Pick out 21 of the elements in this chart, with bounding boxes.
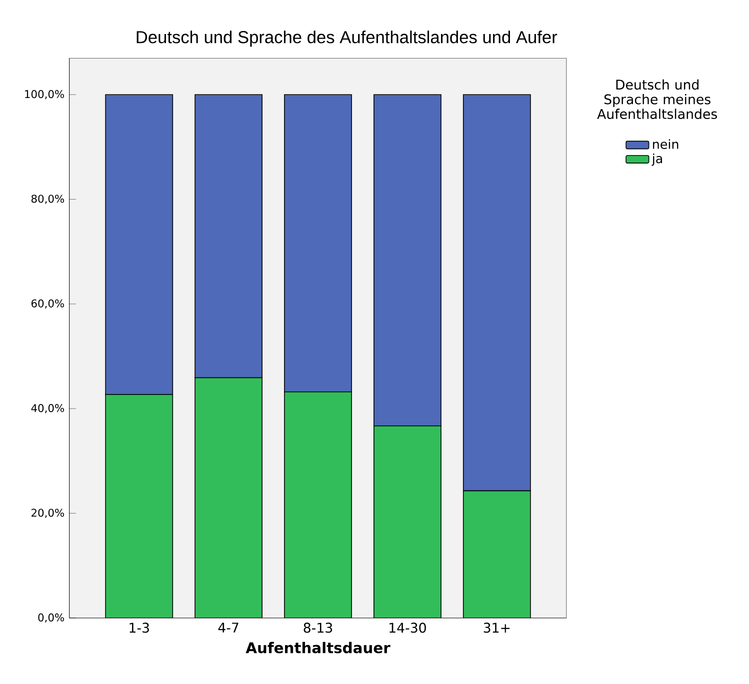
x-tick-label: 1-3 <box>130 622 149 633</box>
y-tick-label: 40,0% <box>31 404 64 414</box>
x-tick-label: 8-13 <box>304 622 332 633</box>
y-tick-label: 0,0% <box>38 613 64 623</box>
legend-label: ja <box>652 153 662 166</box>
bar <box>284 391 352 618</box>
x-axis-title: Aufenthaltsdauer <box>246 642 390 654</box>
legend-label: nein <box>653 139 678 149</box>
y-tick-label: 20,0% <box>32 508 64 518</box>
y-tick-label: 100,0% <box>25 90 64 100</box>
bar <box>105 394 174 618</box>
x-tick-label: 4-7 <box>218 622 238 632</box>
y-tick-label: 60,0% <box>31 299 64 309</box>
y-tick-label: 80,0% <box>31 194 64 204</box>
legend-title: Deutsch und Sprache meines Aufenthaltslandes <box>597 79 717 120</box>
bar <box>374 426 442 618</box>
bar <box>462 490 531 618</box>
chart-title: Deutsch und Sprache des Aufenthaltslandes und Aufer <box>136 30 558 47</box>
bar <box>194 377 262 618</box>
x-tick-label: 14-30 <box>390 622 426 633</box>
x-tick-label: 31+ <box>484 622 510 633</box>
